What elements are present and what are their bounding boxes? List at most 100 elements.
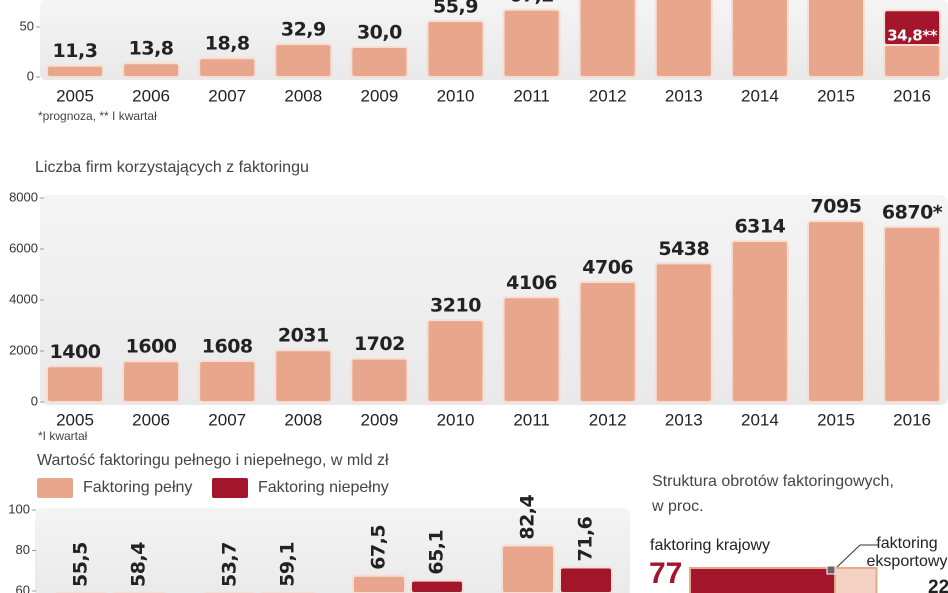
value-label: 2031 xyxy=(278,325,329,347)
y-tick-label: 8000 xyxy=(9,189,38,204)
legend-label: Faktoring niepełny xyxy=(258,479,389,496)
legend-swatch xyxy=(212,478,248,498)
footnote: *prognoza, ** I kwartał xyxy=(38,109,157,123)
bar xyxy=(426,319,485,403)
x-tick-label: 2011 xyxy=(513,86,550,105)
bar xyxy=(883,9,942,46)
x-tick-label: 2013 xyxy=(665,410,703,429)
x-tick-label: 2013 xyxy=(665,86,703,105)
value-label: 4706 xyxy=(582,256,633,278)
legend-swatch xyxy=(37,478,73,498)
bar xyxy=(352,574,406,593)
value-label: 18,8 xyxy=(205,33,250,55)
value-label: 6314 xyxy=(734,215,785,237)
bar xyxy=(807,220,865,403)
bar xyxy=(46,64,104,78)
bar xyxy=(122,62,181,79)
bar xyxy=(502,8,561,78)
value-label: 1400 xyxy=(50,341,101,363)
value-label: 82,4 xyxy=(517,494,539,539)
x-tick-label: 2005 xyxy=(56,86,94,105)
x-tick-label: 2005 xyxy=(56,410,94,429)
legend-label: Faktoring pełny xyxy=(83,479,192,496)
value-label: 65,1 xyxy=(426,530,448,575)
value-label: 6870* xyxy=(882,201,943,223)
bar xyxy=(578,280,637,404)
x-tick-label: 2006 xyxy=(132,86,170,105)
bar xyxy=(350,357,409,403)
x-tick-label: 2010 xyxy=(437,410,475,429)
value-label: 34,8** xyxy=(887,27,937,45)
y-tick-label: 6000 xyxy=(9,240,38,255)
y-tick-label: 0 xyxy=(31,393,38,408)
value-label: 1608 xyxy=(202,335,253,357)
bar xyxy=(502,296,561,403)
value-label: 77 xyxy=(649,557,682,590)
value-label: 32,9 xyxy=(281,19,326,41)
y-tick-label: 80 xyxy=(16,542,30,557)
bar-segment xyxy=(834,567,878,593)
chart-title: Liczba firm korzystających z faktoringu xyxy=(35,159,309,176)
x-tick-label: 2015 xyxy=(817,410,855,429)
bar xyxy=(730,239,789,403)
value-label: 30,0 xyxy=(357,22,402,44)
x-tick-label: 2012 xyxy=(589,410,627,429)
x-tick-label: 2006 xyxy=(132,410,170,429)
y-tick-label: 50 xyxy=(20,18,34,33)
bar xyxy=(559,566,613,593)
x-tick-label: 2012 xyxy=(589,86,627,105)
bar xyxy=(426,20,485,79)
x-tick-label: 2014 xyxy=(741,86,779,105)
value-label: 4106 xyxy=(506,272,557,294)
y-tick-label: 4000 xyxy=(9,291,38,306)
label: faktoring krajowy xyxy=(650,537,770,554)
bar xyxy=(274,349,333,404)
chart-title: Struktura obrotów faktoringowych, xyxy=(652,473,894,490)
value-label: 59,1 xyxy=(277,542,299,587)
value-label: 71,6 xyxy=(575,516,597,561)
bar xyxy=(122,360,181,404)
x-tick-label: 2016 xyxy=(893,410,931,429)
footnote: *I kwartał xyxy=(38,429,88,443)
bar xyxy=(274,43,333,78)
bar xyxy=(410,579,464,593)
x-tick-label: 2007 xyxy=(208,86,246,105)
value-label: 13,8 xyxy=(129,38,174,60)
x-tick-label: 2008 xyxy=(284,86,322,105)
value-label: 11,3 xyxy=(53,40,98,62)
chart-subtitle: w proc. xyxy=(651,498,704,515)
bar xyxy=(654,262,713,403)
bar xyxy=(198,57,257,78)
y-tick-label: 2000 xyxy=(9,342,38,357)
leader-line xyxy=(835,544,861,569)
x-tick-label: 2016 xyxy=(893,86,931,105)
value-label: 1702 xyxy=(354,333,405,355)
panel xyxy=(40,0,948,80)
value-label: 5438 xyxy=(658,238,709,260)
y-tick-label: 100 xyxy=(8,501,30,516)
y-tick-label: 0 xyxy=(27,68,34,83)
x-tick-label: 2007 xyxy=(208,410,246,429)
label: faktoring eksportowy xyxy=(866,535,948,570)
x-tick-label: 2009 xyxy=(360,410,398,429)
chart-title: Wartość faktoringu pełnego i niepełnego,… xyxy=(37,452,389,469)
value-label: 67,2 xyxy=(509,0,554,6)
value-label: 22 xyxy=(928,577,948,593)
bar-segment xyxy=(689,567,836,593)
value-label: 7095 xyxy=(811,196,862,218)
value-label: 67,5 xyxy=(368,525,390,570)
bar xyxy=(883,44,942,78)
bar xyxy=(730,0,789,78)
panel xyxy=(35,508,630,593)
x-tick-label: 2014 xyxy=(741,410,779,429)
bar xyxy=(883,225,942,403)
x-tick-label: 2009 xyxy=(360,86,398,105)
value-label: 55,9 xyxy=(433,0,478,18)
value-label: 55,5 xyxy=(70,542,92,587)
value-label: 58,4 xyxy=(128,542,150,587)
value-label: 53,7 xyxy=(219,542,241,587)
bar xyxy=(198,359,257,404)
x-tick-label: 2010 xyxy=(437,86,475,105)
